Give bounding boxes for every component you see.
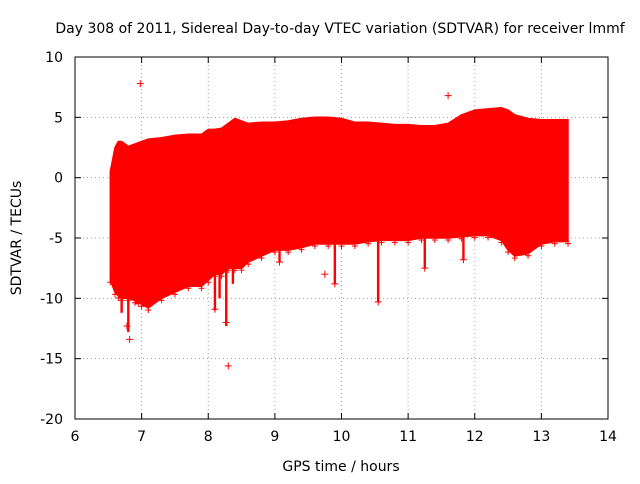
data-point — [211, 305, 219, 313]
data-point — [138, 303, 145, 310]
data-point — [245, 261, 252, 268]
data-point — [145, 306, 152, 313]
data-point — [136, 80, 144, 88]
data-spike — [333, 243, 337, 284]
y-tick-label: -20 — [40, 412, 63, 428]
data-point — [378, 239, 385, 246]
data-point — [511, 255, 518, 262]
x-tick-label: 6 — [71, 429, 80, 445]
data-point — [238, 267, 245, 274]
data-spike — [218, 273, 221, 299]
y-tick-label: 10 — [45, 50, 63, 66]
y-axis-label: SDTVAR / TECUs — [9, 181, 25, 296]
x-tick-label: 9 — [270, 429, 279, 445]
data-point — [444, 92, 452, 100]
data-point — [505, 249, 512, 256]
data-point — [565, 240, 572, 247]
x-axis-label: GPS time / hours — [282, 459, 399, 475]
data-spike — [225, 268, 228, 327]
x-tick-label: 11 — [399, 429, 417, 445]
data-spike — [423, 237, 426, 269]
data-point — [118, 297, 125, 304]
data-point — [458, 235, 465, 242]
data-point — [338, 243, 345, 250]
data-point — [205, 279, 212, 286]
data-spike — [120, 297, 123, 313]
chart-title: Day 308 of 2011, Sidereal Day-to-day VTE… — [55, 21, 625, 37]
data-spike — [278, 249, 281, 263]
data-point — [224, 362, 232, 370]
data-point — [351, 243, 358, 250]
data-point — [311, 243, 318, 250]
data-point — [538, 243, 545, 250]
y-tick-label: 5 — [54, 110, 63, 126]
data-point — [471, 234, 478, 241]
sdtvar-data-band — [109, 106, 569, 309]
data-point — [325, 243, 332, 250]
data-point — [134, 299, 142, 307]
data-point — [222, 318, 230, 326]
data-point — [405, 239, 412, 246]
data-point — [421, 264, 429, 272]
data-spike — [462, 235, 465, 260]
y-tick-label: -10 — [40, 291, 63, 307]
x-tick-label: 12 — [466, 429, 484, 445]
data-point — [211, 273, 218, 280]
data-spike — [376, 239, 380, 302]
data-point — [225, 267, 232, 274]
data-point — [285, 249, 292, 256]
x-tick-label: 10 — [333, 429, 351, 445]
data-point — [374, 298, 382, 306]
data-point — [391, 239, 398, 246]
data-point — [498, 239, 505, 246]
y-tick-label: -5 — [49, 231, 63, 247]
data-spike — [231, 267, 235, 284]
data-point — [331, 280, 339, 288]
data-point — [198, 285, 205, 292]
data-point — [271, 249, 278, 256]
data-point — [126, 335, 134, 343]
data-point — [459, 256, 467, 264]
data-point — [107, 279, 114, 286]
x-tick-label: 8 — [204, 429, 213, 445]
x-tick-label: 7 — [137, 429, 146, 445]
data-spike — [213, 273, 217, 311]
data-point — [158, 297, 165, 304]
data-point — [185, 285, 192, 292]
data-point — [418, 237, 425, 243]
data-point — [431, 237, 438, 243]
data-point — [171, 291, 178, 298]
data-point — [125, 297, 132, 304]
data-point — [551, 240, 558, 247]
x-tick-label: 13 — [532, 429, 550, 445]
data-point — [365, 240, 372, 247]
data-spike — [127, 297, 130, 333]
data-point — [445, 237, 452, 243]
data-point — [276, 258, 284, 266]
data-point — [258, 255, 265, 262]
y-tick-label: 0 — [54, 171, 63, 187]
data-point — [298, 246, 305, 253]
data-point — [123, 322, 131, 330]
y-tick-label: -15 — [40, 352, 63, 368]
data-point — [115, 294, 122, 301]
data-point — [111, 291, 118, 298]
data-point — [321, 270, 329, 278]
data-point — [485, 234, 492, 241]
data-point — [231, 267, 238, 274]
x-tick-label: 14 — [599, 429, 617, 445]
data-point — [525, 252, 532, 259]
data-point — [218, 273, 225, 280]
